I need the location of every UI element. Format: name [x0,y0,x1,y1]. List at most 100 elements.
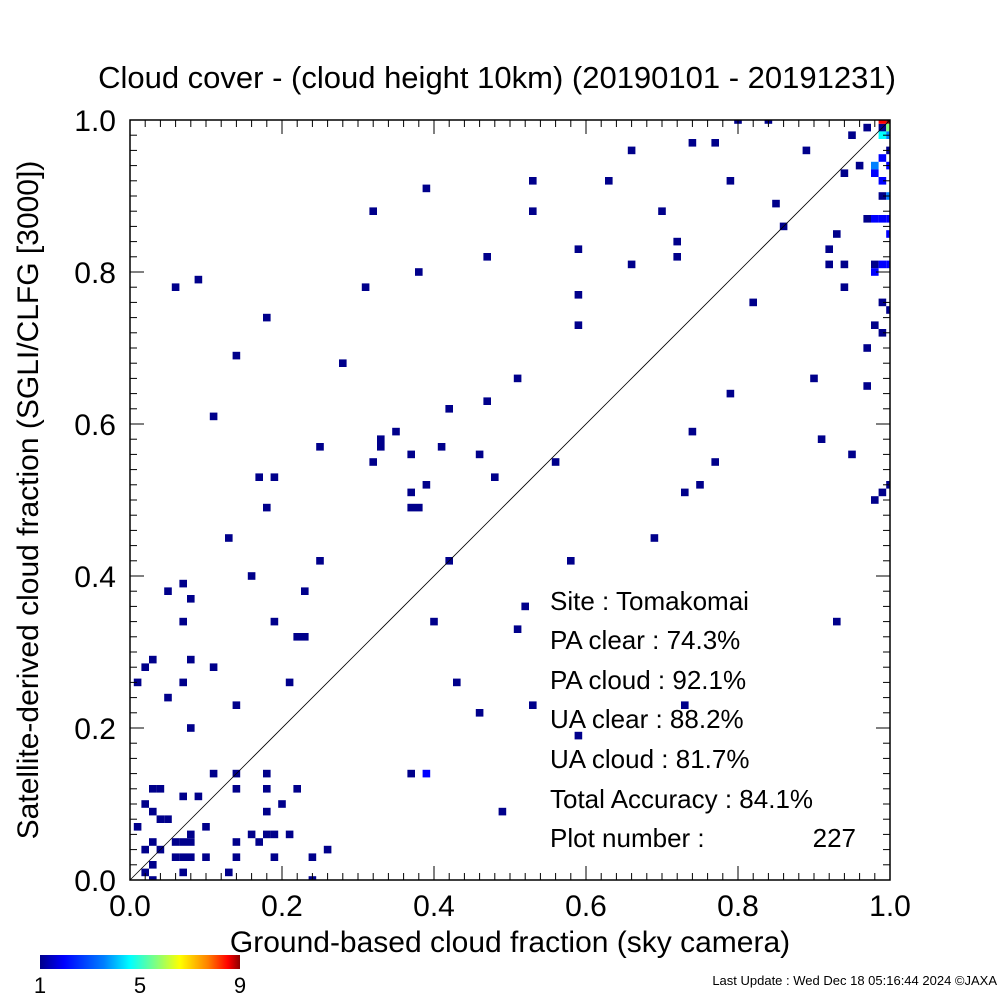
data-point [156,815,165,823]
chart-title: Cloud cover - (cloud height 10km) (20190… [98,60,896,95]
stat-ua-cloud: UA cloud : 81.7% [550,744,749,774]
data-point [202,823,210,831]
data-point [133,823,142,831]
data-point [187,853,195,861]
y-tick-label: 0.2 [74,713,116,746]
data-point [270,853,279,861]
data-point [840,283,849,291]
colorbar-tick-label: 5 [134,973,146,998]
data-point [209,412,218,421]
data-point [187,595,195,603]
data-point [430,617,438,626]
y-axis-label: Satellite-derived cloud fraction (SGLI/C… [12,161,45,840]
data-point [574,731,583,740]
data-point [848,450,856,459]
data-point [133,678,142,687]
data-point [323,845,332,854]
data-point [179,617,187,626]
data-point [688,139,697,147]
data-point [673,253,681,261]
data-point [711,139,719,147]
data-point [491,473,499,481]
data-point [164,693,172,702]
data-point [529,701,537,709]
data-point [149,785,157,793]
data-point [422,769,431,778]
data-point [863,382,871,390]
stat-plot-number-label: Plot number : [550,823,705,853]
data-point [149,876,157,880]
data-point [263,769,271,778]
data-point [529,207,537,215]
data-point [232,701,241,709]
data-point [316,557,324,565]
data-point [863,215,871,223]
data-point [658,207,666,215]
data-point [574,245,583,253]
data-point [453,678,461,687]
data-point [285,678,294,687]
data-point [681,488,689,497]
data-point [878,215,887,223]
data-point [187,830,195,839]
data-point [141,868,149,877]
data-point [209,769,218,778]
data-point [377,435,385,443]
stat-ua-clear: UA clear : 88.2% [550,704,744,734]
data-point [316,443,324,451]
data-point [627,146,636,155]
data-point [149,838,157,846]
y-tick-label: 0.0 [74,865,116,898]
data-point [369,458,377,466]
colorbar-tick-label: 9 [234,973,246,998]
data-point [247,572,256,580]
data-point [232,785,241,793]
data-point [247,830,256,839]
data-point [521,602,529,611]
data-point [179,853,187,861]
data-point [840,169,849,177]
data-point [263,785,271,793]
data-point [270,617,279,626]
colorbar [40,955,240,969]
data-point [886,260,890,269]
data-point [308,853,317,861]
data-point [886,123,890,132]
axis-ticks: 0.0 0.2 0.4 0.6 0.8 1.0 0.0 0.2 0.4 0.6 0.8 1.0 [74,105,911,923]
data-point [567,557,575,565]
data-point [855,161,864,170]
data-point [825,245,833,253]
data-point [149,807,157,816]
x-tick-label: 0.4 [413,890,455,923]
data-point [681,701,689,709]
data-point [688,427,697,436]
data-point [483,397,491,405]
data-point [437,443,446,451]
stats-box: Site : Tomakomai PA clear : 74.3% PA clo… [550,586,856,853]
data-point [361,283,370,291]
data-point [878,329,887,337]
data-point [171,838,180,846]
data-point [605,177,613,185]
x-tick-label: 1.0 [869,890,911,923]
data-point [840,260,849,269]
data-point [833,617,841,626]
data-point [293,633,301,641]
data-point [171,853,180,861]
data-point [263,830,271,839]
stat-pa-clear: PA clear : 74.3% [550,625,740,655]
stat-pa-cloud: PA cloud : 92.1% [550,665,746,695]
data-point [407,450,415,459]
data-point [187,655,195,664]
data-point [339,359,347,367]
data-point [498,807,507,816]
data-point [270,830,279,839]
data-point [263,313,271,322]
data-point [878,298,887,307]
data-point [749,298,757,307]
data-point [475,450,484,459]
data-point [878,488,887,497]
data-point [650,534,659,542]
data-point [863,123,871,132]
data-point [871,215,879,223]
